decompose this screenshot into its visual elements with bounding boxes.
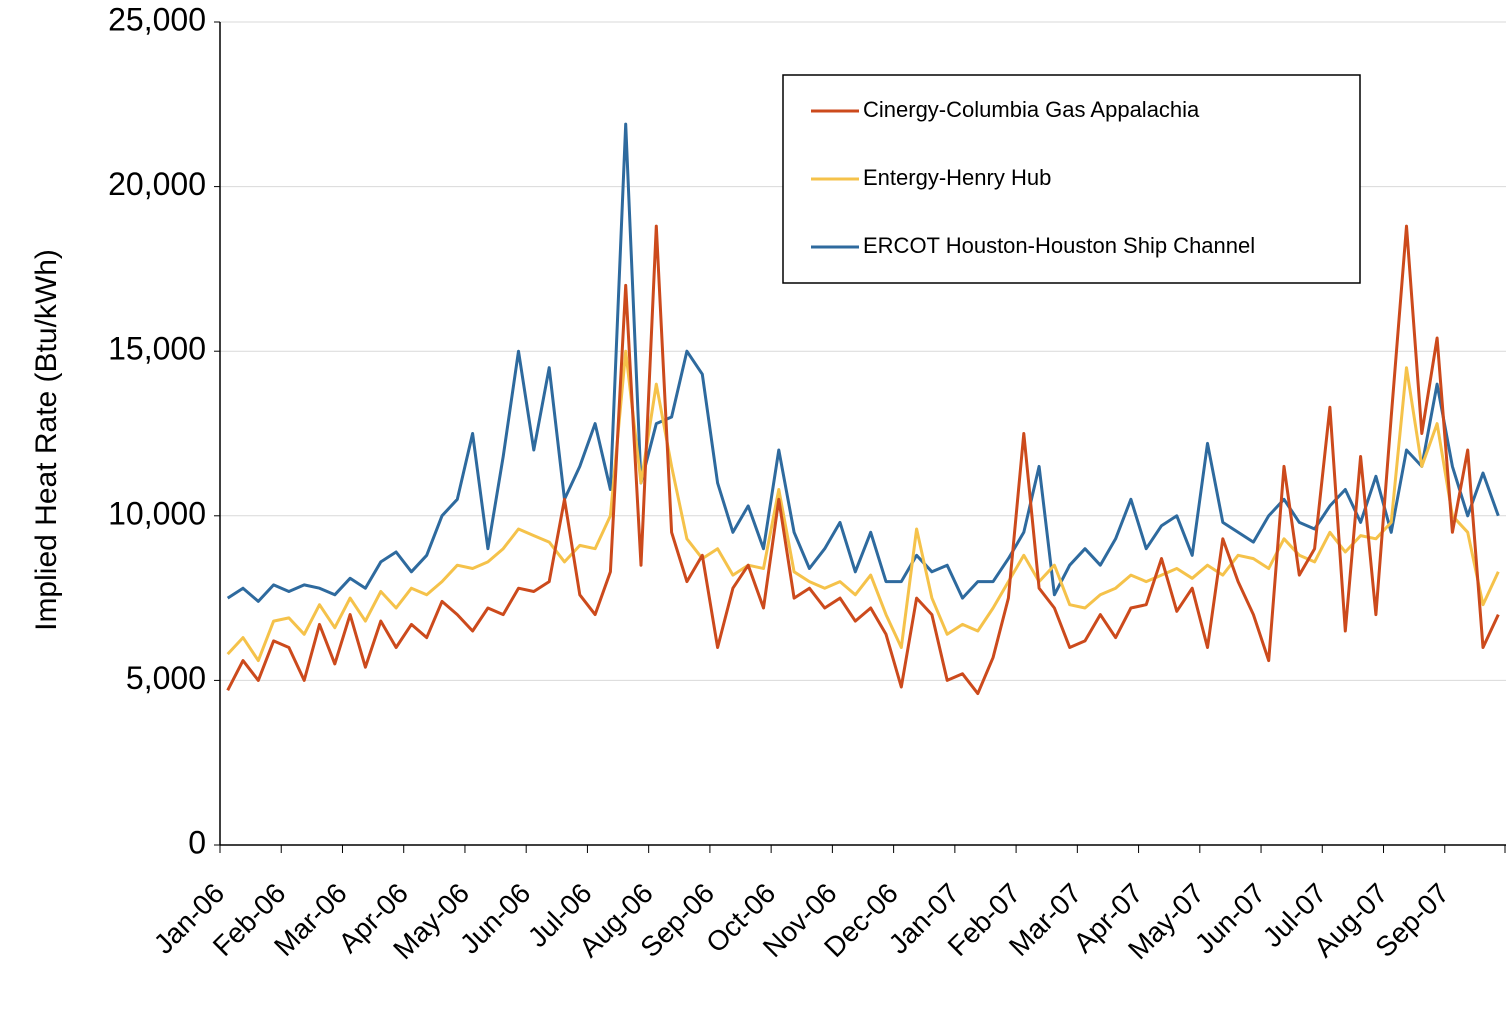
series-line bbox=[226, 122, 1500, 603]
legend-label: Cinergy-Columbia Gas Appalachia bbox=[863, 97, 1200, 122]
x-tick-label: Jun-07 bbox=[1189, 877, 1271, 959]
legend-label: Entergy-Henry Hub bbox=[863, 165, 1051, 190]
y-tick-label: 5,000 bbox=[126, 660, 206, 696]
y-tick-label: 25,000 bbox=[108, 1, 206, 37]
y-tick-label: 10,000 bbox=[108, 495, 206, 531]
x-tick-label: Jun-06 bbox=[454, 877, 536, 959]
y-tick-label: 15,000 bbox=[108, 331, 206, 367]
series-line bbox=[226, 349, 1500, 663]
y-tick-label: 0 bbox=[188, 824, 206, 860]
legend-label: ERCOT Houston-Houston Ship Channel bbox=[863, 233, 1255, 258]
y-axis-label: Implied Heat Rate (Btu/kWh) bbox=[30, 249, 63, 631]
series-line bbox=[226, 224, 1500, 696]
y-tick-label: 20,000 bbox=[108, 166, 206, 202]
legend-box bbox=[782, 74, 1361, 284]
